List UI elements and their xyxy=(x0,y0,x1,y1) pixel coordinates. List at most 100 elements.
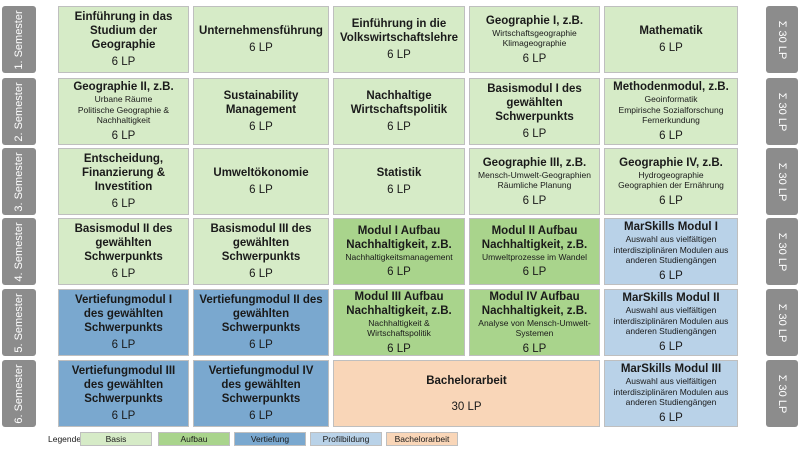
module-subtitle: Wirtschaftsgeographie Klimageographie xyxy=(492,27,577,49)
module-credits: 6 LP xyxy=(387,184,411,196)
module-card: MarSkills Modul I Auswahl aus vielfältige… xyxy=(604,218,738,285)
module-card: Entscheidung, Finanzierung & Investition… xyxy=(58,148,189,215)
module-title: Bachelorarbeit xyxy=(426,374,507,387)
module-title: Vertiefungmodul II des gewählten Schwerp… xyxy=(199,294,323,334)
legend-item-vertiefung: Vertiefung xyxy=(234,432,306,446)
module-card: Modul IV Aufbau Nachhaltigkeit, z.B. Anal… xyxy=(469,289,600,356)
module-card: Umweltökonomie 6 LP xyxy=(193,148,329,215)
module-card: Einführung in das Studium der Geographie… xyxy=(58,6,189,73)
module-credits: 6 LP xyxy=(659,194,683,207)
module-credits: 6 LP xyxy=(111,129,136,142)
module-card: Geographie IV, z.B. Hydrogeographie Geogr… xyxy=(604,148,738,215)
module-title: Vertiefungmodul III des gewählten Schwer… xyxy=(71,365,176,405)
module-credits: 6 LP xyxy=(659,129,683,142)
semester-label-text: 1. Semester xyxy=(13,9,25,70)
semester-lp-total-text: Σ 30 LP xyxy=(776,20,788,59)
module-card: Modul I Aufbau Nachhaltigkeit, z.B. Nachh… xyxy=(333,218,465,285)
module-credits: 6 LP xyxy=(111,268,136,280)
semester-lp-total-text: Σ 30 LP xyxy=(776,374,788,413)
module-credits: 6 LP xyxy=(111,410,136,422)
semester-label: 6. Semester xyxy=(2,360,36,427)
module-title: Methodenmodul, z.B. xyxy=(613,81,729,94)
module-card: Basismodul I des gewählten Schwerpunkts 6… xyxy=(469,78,600,145)
semester-label-text: 5. Semester xyxy=(13,292,25,353)
legend-item-profilbildung: Profilbildung xyxy=(310,432,382,446)
module-card: Geographie II, z.B. Urbane Räume Politisc… xyxy=(58,78,189,145)
legend: Legende: Basis Aufbau Vertiefung Profilb… xyxy=(0,431,800,449)
semester-lp-total: Σ 30 LP xyxy=(766,78,798,145)
module-card: Statistik 6 LP xyxy=(333,148,465,215)
module-title: Modul III Aufbau Nachhaltigkeit, z.B. xyxy=(346,290,452,317)
module-title: Umweltökonomie xyxy=(213,167,309,179)
module-credits: 6 LP xyxy=(249,339,273,351)
module-title: Modul I Aufbau Nachhaltigkeit, z.B. xyxy=(346,224,452,251)
module-subtitle: Geoinformatik Empirische Sozialforschung… xyxy=(618,94,724,126)
semester-label-text: 4. Semester xyxy=(13,221,25,282)
module-card: Vertiefungmodul III des gewählten Schwer… xyxy=(58,360,189,427)
module-title: Einführung in das Studium der Geographie xyxy=(74,11,173,51)
semester-label-text: 6. Semester xyxy=(13,363,25,424)
module-title: Geographie I, z.B. xyxy=(485,14,584,27)
semester-lp-total-text: Σ 30 LP xyxy=(776,162,788,201)
module-title: Geographie II, z.B. xyxy=(73,81,174,94)
module-credits: 6 LP xyxy=(387,121,411,133)
module-credits: 6 LP xyxy=(522,194,547,207)
module-credits: 6 LP xyxy=(659,411,683,424)
module-card: Sustainability Management 6 LP xyxy=(193,78,329,145)
module-credits: 6 LP xyxy=(111,198,136,210)
module-title: Modul II Aufbau Nachhaltigkeit, z.B. xyxy=(481,224,588,251)
module-credits: 6 LP xyxy=(522,128,547,140)
module-title: Sustainability Management xyxy=(223,90,299,116)
module-subtitle: Analyse von Mensch-Umwelt- Systemen xyxy=(478,317,591,339)
module-credits: 6 LP xyxy=(249,268,273,280)
module-title: MarSkills Modul I xyxy=(624,221,718,234)
module-subtitle: Auswahl aus vielfältigen interdisziplinä… xyxy=(613,305,729,337)
module-card: MarSkills Modul III Auswahl aus vielfälti… xyxy=(604,360,738,427)
semester-label-text: 2. Semester xyxy=(13,81,25,142)
module-title: Einführung in die Volkswirtschaftslehre xyxy=(339,18,459,44)
legend-label: Legende: xyxy=(48,434,84,444)
module-title: Basismodul II des gewählten Schwerpunkts xyxy=(74,223,173,263)
module-subtitle: Auswahl aus vielfältigen interdisziplinä… xyxy=(613,234,729,266)
module-title: Nachhaltige Wirtschaftspolitik xyxy=(350,90,448,116)
module-subtitle: Nachhaltigkeitsmanagement xyxy=(345,251,453,262)
module-credits: 6 LP xyxy=(249,184,273,196)
module-card: Einführung in die Volkswirtschaftslehre 6… xyxy=(333,6,465,73)
module-credits: 30 LP xyxy=(451,400,482,413)
module-credits: 6 LP xyxy=(659,340,683,353)
module-credits: 6 LP xyxy=(249,410,273,422)
module-credits: 6 LP xyxy=(111,339,136,351)
module-credits: 6 LP xyxy=(522,52,547,65)
module-card: Modul II Aufbau Nachhaltigkeit, z.B. Umwe… xyxy=(469,218,600,285)
module-subtitle: Hydrogeographie Geographien der Ernährun… xyxy=(618,169,724,191)
module-card: Bachelorarbeit 30 LP xyxy=(333,360,600,427)
module-credits: 6 LP xyxy=(387,49,411,61)
semester-lp-total: Σ 30 LP xyxy=(766,289,798,356)
semester-lp-total-text: Σ 30 LP xyxy=(776,232,788,271)
module-title: MarSkills Modul III xyxy=(620,363,722,376)
module-credits: 6 LP xyxy=(249,42,273,54)
module-title: Geographie III, z.B. xyxy=(482,156,587,169)
module-card: Vertiefungmodul IV des gewählten Schwerp… xyxy=(193,360,329,427)
semester-lp-total: Σ 30 LP xyxy=(766,6,798,73)
module-subtitle: Urbane Räume Politische Geographie & Nac… xyxy=(77,94,170,126)
module-card: Geographie I, z.B. Wirtschaftsgeographie … xyxy=(469,6,600,73)
module-credits: 6 LP xyxy=(387,342,411,355)
module-card: Modul III Aufbau Nachhaltigkeit, z.B. Nac… xyxy=(333,289,465,356)
module-card: MarSkills Modul II Auswahl aus vielfältig… xyxy=(604,289,738,356)
module-card: Unternehmensführung 6 LP xyxy=(193,6,329,73)
module-credits: 6 LP xyxy=(522,342,547,355)
module-credits: 6 LP xyxy=(111,56,136,68)
module-card: Basismodul II des gewählten Schwerpunkts… xyxy=(58,218,189,285)
module-title: Basismodul I des gewählten Schwerpunkts xyxy=(487,83,582,123)
semester-label-text: 3. Semester xyxy=(13,151,25,212)
legend-item-aufbau: Aufbau xyxy=(158,432,230,446)
module-credits: 6 LP xyxy=(249,121,273,133)
semester-label: 5. Semester xyxy=(2,289,36,356)
module-title: Mathematik xyxy=(639,25,703,37)
semester-label: 4. Semester xyxy=(2,218,36,285)
legend-item-bachelorarbeit: Bachelorarbeit xyxy=(386,432,458,446)
legend-item-basis: Basis xyxy=(80,432,152,446)
semester-label: 3. Semester xyxy=(2,148,36,215)
module-subtitle: Nachhaltigkeit & Wirtschaftspolitik xyxy=(367,317,431,339)
